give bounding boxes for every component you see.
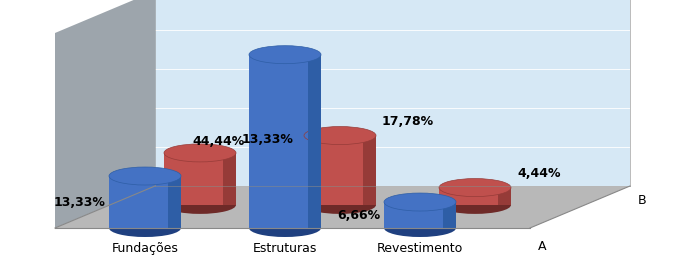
Text: 17,78%: 17,78% bbox=[382, 115, 434, 128]
Ellipse shape bbox=[249, 46, 321, 64]
Ellipse shape bbox=[304, 126, 376, 145]
Ellipse shape bbox=[109, 167, 181, 185]
Ellipse shape bbox=[439, 178, 511, 197]
Polygon shape bbox=[55, 186, 630, 228]
Ellipse shape bbox=[304, 196, 376, 214]
Polygon shape bbox=[55, 0, 155, 228]
Ellipse shape bbox=[439, 196, 511, 214]
Polygon shape bbox=[439, 188, 511, 205]
Polygon shape bbox=[363, 136, 376, 205]
Polygon shape bbox=[249, 55, 321, 228]
Polygon shape bbox=[109, 176, 181, 228]
Polygon shape bbox=[384, 202, 456, 228]
Ellipse shape bbox=[109, 219, 181, 237]
Text: 13,33%: 13,33% bbox=[53, 195, 105, 208]
Text: Estruturas: Estruturas bbox=[253, 242, 317, 255]
Ellipse shape bbox=[384, 193, 456, 211]
Text: Revestimento: Revestimento bbox=[377, 242, 463, 255]
Text: 4,44%: 4,44% bbox=[517, 167, 561, 180]
Text: 6,66%: 6,66% bbox=[337, 208, 380, 222]
Text: B: B bbox=[638, 194, 647, 207]
Ellipse shape bbox=[384, 219, 456, 237]
Text: A: A bbox=[538, 240, 546, 253]
Ellipse shape bbox=[164, 144, 236, 162]
Polygon shape bbox=[168, 176, 181, 228]
Polygon shape bbox=[164, 153, 236, 205]
Polygon shape bbox=[304, 136, 376, 205]
Ellipse shape bbox=[164, 196, 236, 214]
Text: 13,33%: 13,33% bbox=[242, 133, 294, 146]
Polygon shape bbox=[223, 153, 236, 205]
Polygon shape bbox=[155, 0, 630, 186]
Polygon shape bbox=[443, 202, 456, 228]
Polygon shape bbox=[498, 188, 511, 205]
Text: Fundações: Fundações bbox=[112, 242, 178, 255]
Text: 44,44%: 44,44% bbox=[193, 135, 245, 148]
Polygon shape bbox=[308, 55, 321, 228]
Ellipse shape bbox=[249, 219, 321, 237]
